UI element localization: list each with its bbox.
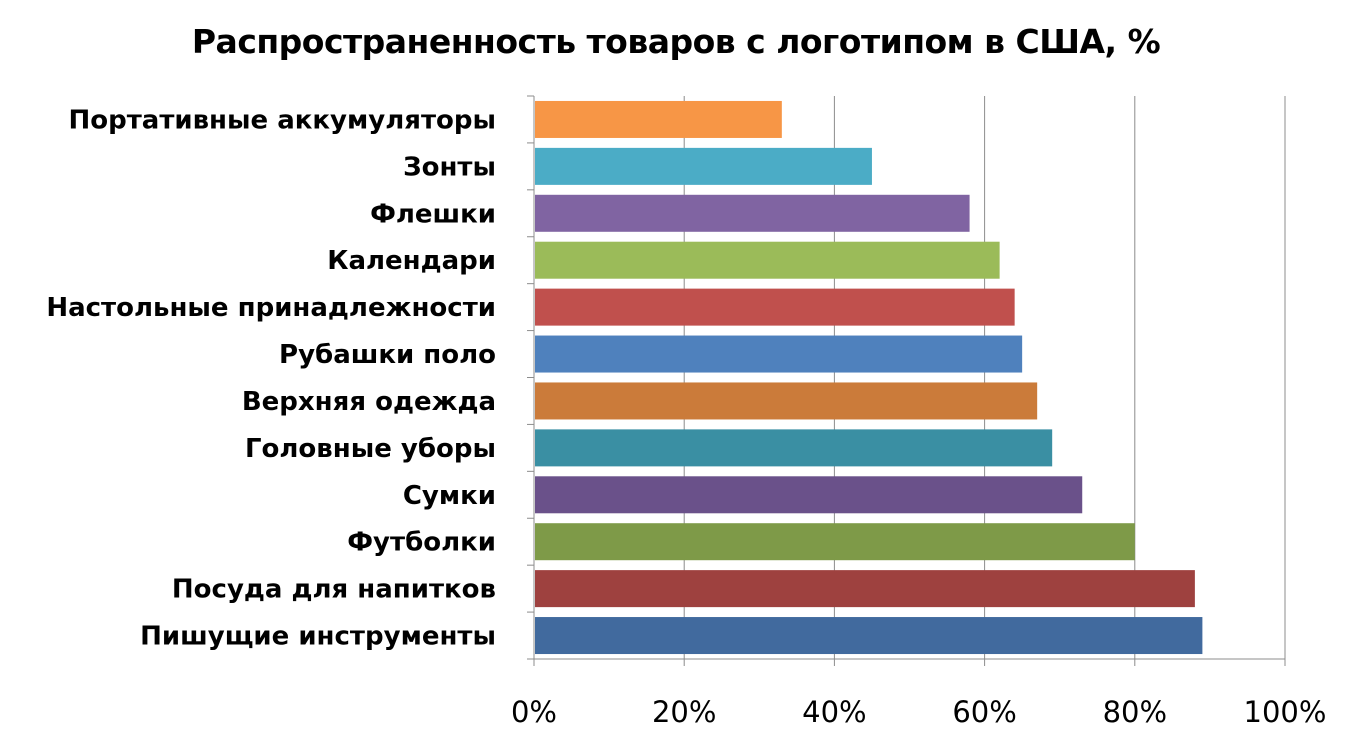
- bar: [535, 382, 1038, 420]
- category-label: Пишущие инструменты: [140, 622, 496, 652]
- bar: [535, 570, 1195, 608]
- category-label: Посуда для напитков: [172, 575, 496, 605]
- bar: [535, 476, 1083, 514]
- bar: [535, 241, 1000, 279]
- bar: [535, 429, 1053, 467]
- category-label: Футболки: [347, 528, 496, 558]
- chart-title: Распространенность товаров с логотипом в…: [191, 22, 1161, 61]
- x-tick-label: 40%: [802, 695, 866, 729]
- category-label: Флешки: [370, 199, 496, 229]
- x-tick-label: 20%: [652, 695, 716, 729]
- bar: [535, 147, 872, 185]
- bar: [535, 194, 970, 232]
- gridlines: [683, 96, 1286, 659]
- category-label: Календари: [327, 246, 496, 276]
- category-label: Зонты: [403, 152, 496, 182]
- bar: [535, 288, 1015, 326]
- bar: [535, 335, 1023, 373]
- category-label: Головные уборы: [245, 434, 496, 464]
- bar: [535, 100, 782, 138]
- bars: [535, 100, 1203, 655]
- category-label: Сумки: [403, 481, 496, 511]
- tick-labels: 0% 20% 40% 60% 80% 100%: [511, 695, 1326, 729]
- category-label: Портативные аккумуляторы: [68, 105, 496, 135]
- bar: [535, 523, 1135, 561]
- x-tick-label: 60%: [952, 695, 1016, 729]
- category-labels: Портативные аккумуляторы Зонты Флешки Кален…: [46, 105, 496, 651]
- x-tick-label: 80%: [1103, 695, 1167, 729]
- x-tick-label: 100%: [1244, 695, 1327, 729]
- bar: [535, 617, 1203, 655]
- category-label: Верхняя одежда: [242, 387, 496, 417]
- axes: [527, 95, 1286, 666]
- x-tick-label: 0%: [511, 695, 557, 729]
- category-label: Настольные принадлежности: [46, 293, 496, 323]
- category-label: Рубашки поло: [279, 340, 496, 370]
